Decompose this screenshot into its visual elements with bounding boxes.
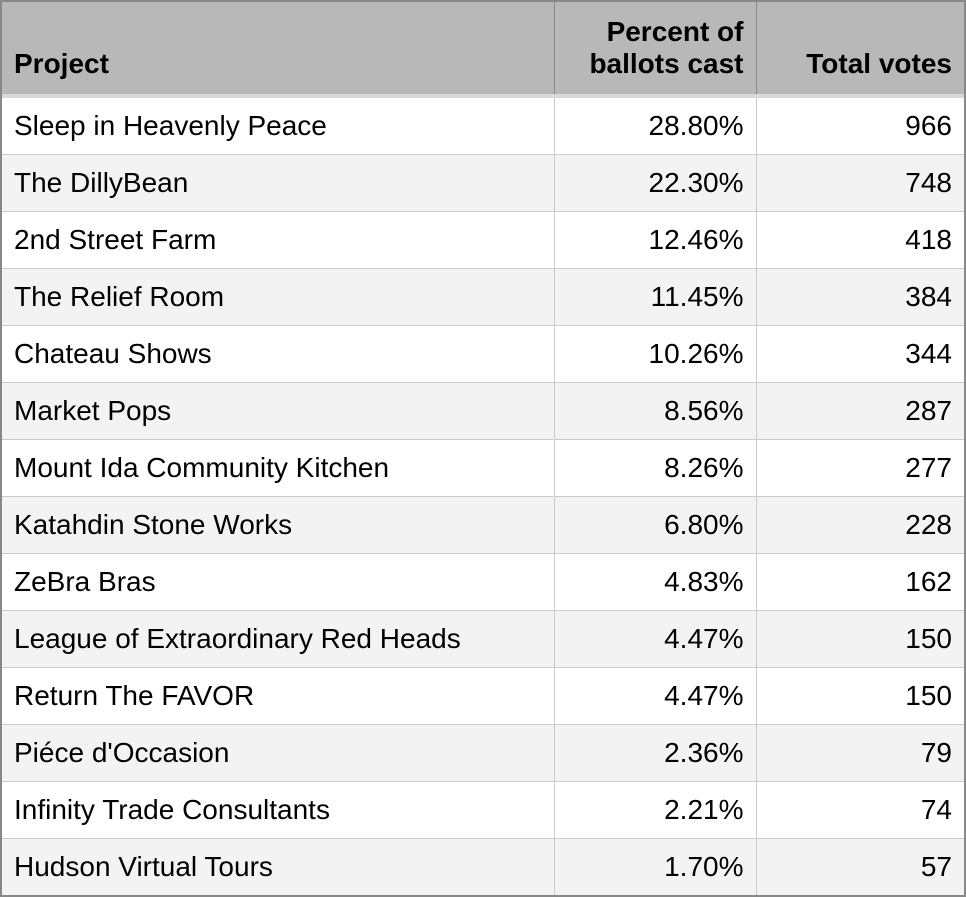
- cell-project: Infinity Trade Consultants: [2, 782, 554, 839]
- cell-percent: 4.83%: [554, 554, 756, 611]
- cell-project: The Relief Room: [2, 269, 554, 326]
- column-header-percent: Percent of ballots cast: [554, 2, 756, 96]
- cell-percent: 2.36%: [554, 725, 756, 782]
- table-header-row: Project Percent of ballots cast Total vo…: [2, 2, 964, 96]
- column-header-votes: Total votes: [756, 2, 964, 96]
- cell-votes: 150: [756, 668, 964, 725]
- table-row: Piéce d'Occasion2.36%79: [2, 725, 964, 782]
- cell-votes: 228: [756, 497, 964, 554]
- cell-votes: 277: [756, 440, 964, 497]
- table-row: Katahdin Stone Works6.80%228: [2, 497, 964, 554]
- cell-percent: 11.45%: [554, 269, 756, 326]
- table-row: Mount Ida Community Kitchen8.26%277: [2, 440, 964, 497]
- cell-votes: 384: [756, 269, 964, 326]
- cell-percent: 2.21%: [554, 782, 756, 839]
- cell-project: Mount Ida Community Kitchen: [2, 440, 554, 497]
- cell-votes: 748: [756, 155, 964, 212]
- cell-percent: 8.26%: [554, 440, 756, 497]
- cell-project: ZeBra Bras: [2, 554, 554, 611]
- table-row: Chateau Shows10.26%344: [2, 326, 964, 383]
- cell-votes: 418: [756, 212, 964, 269]
- cell-project: Katahdin Stone Works: [2, 497, 554, 554]
- table-body: Sleep in Heavenly Peace28.80%966The Dill…: [2, 96, 964, 895]
- table-row: Market Pops8.56%287: [2, 383, 964, 440]
- cell-percent: 1.70%: [554, 839, 756, 896]
- cell-votes: 344: [756, 326, 964, 383]
- table-row: Return The FAVOR4.47%150: [2, 668, 964, 725]
- cell-votes: 57: [756, 839, 964, 896]
- table-row: ZeBra Bras4.83%162: [2, 554, 964, 611]
- cell-percent: 28.80%: [554, 96, 756, 155]
- cell-project: Chateau Shows: [2, 326, 554, 383]
- votes-table-container: Project Percent of ballots cast Total vo…: [0, 0, 966, 897]
- cell-project: The DillyBean: [2, 155, 554, 212]
- table-row: Hudson Virtual Tours1.70%57: [2, 839, 964, 896]
- votes-table: Project Percent of ballots cast Total vo…: [2, 2, 964, 895]
- cell-votes: 150: [756, 611, 964, 668]
- cell-project: Hudson Virtual Tours: [2, 839, 554, 896]
- table-row: 2nd Street Farm12.46%418: [2, 212, 964, 269]
- column-header-project: Project: [2, 2, 554, 96]
- cell-project: Piéce d'Occasion: [2, 725, 554, 782]
- cell-project: League of Extraordinary Red Heads: [2, 611, 554, 668]
- table-row: The DillyBean22.30%748: [2, 155, 964, 212]
- cell-project: Sleep in Heavenly Peace: [2, 96, 554, 155]
- cell-votes: 162: [756, 554, 964, 611]
- cell-percent: 12.46%: [554, 212, 756, 269]
- cell-percent: 10.26%: [554, 326, 756, 383]
- cell-project: 2nd Street Farm: [2, 212, 554, 269]
- cell-percent: 8.56%: [554, 383, 756, 440]
- cell-votes: 966: [756, 96, 964, 155]
- table-row: League of Extraordinary Red Heads4.47%15…: [2, 611, 964, 668]
- cell-votes: 74: [756, 782, 964, 839]
- cell-percent: 4.47%: [554, 611, 756, 668]
- table-row: Infinity Trade Consultants2.21%74: [2, 782, 964, 839]
- cell-votes: 287: [756, 383, 964, 440]
- cell-project: Return The FAVOR: [2, 668, 554, 725]
- table-row: The Relief Room11.45%384: [2, 269, 964, 326]
- cell-votes: 79: [756, 725, 964, 782]
- cell-project: Market Pops: [2, 383, 554, 440]
- cell-percent: 22.30%: [554, 155, 756, 212]
- table-row: Sleep in Heavenly Peace28.80%966: [2, 96, 964, 155]
- cell-percent: 4.47%: [554, 668, 756, 725]
- cell-percent: 6.80%: [554, 497, 756, 554]
